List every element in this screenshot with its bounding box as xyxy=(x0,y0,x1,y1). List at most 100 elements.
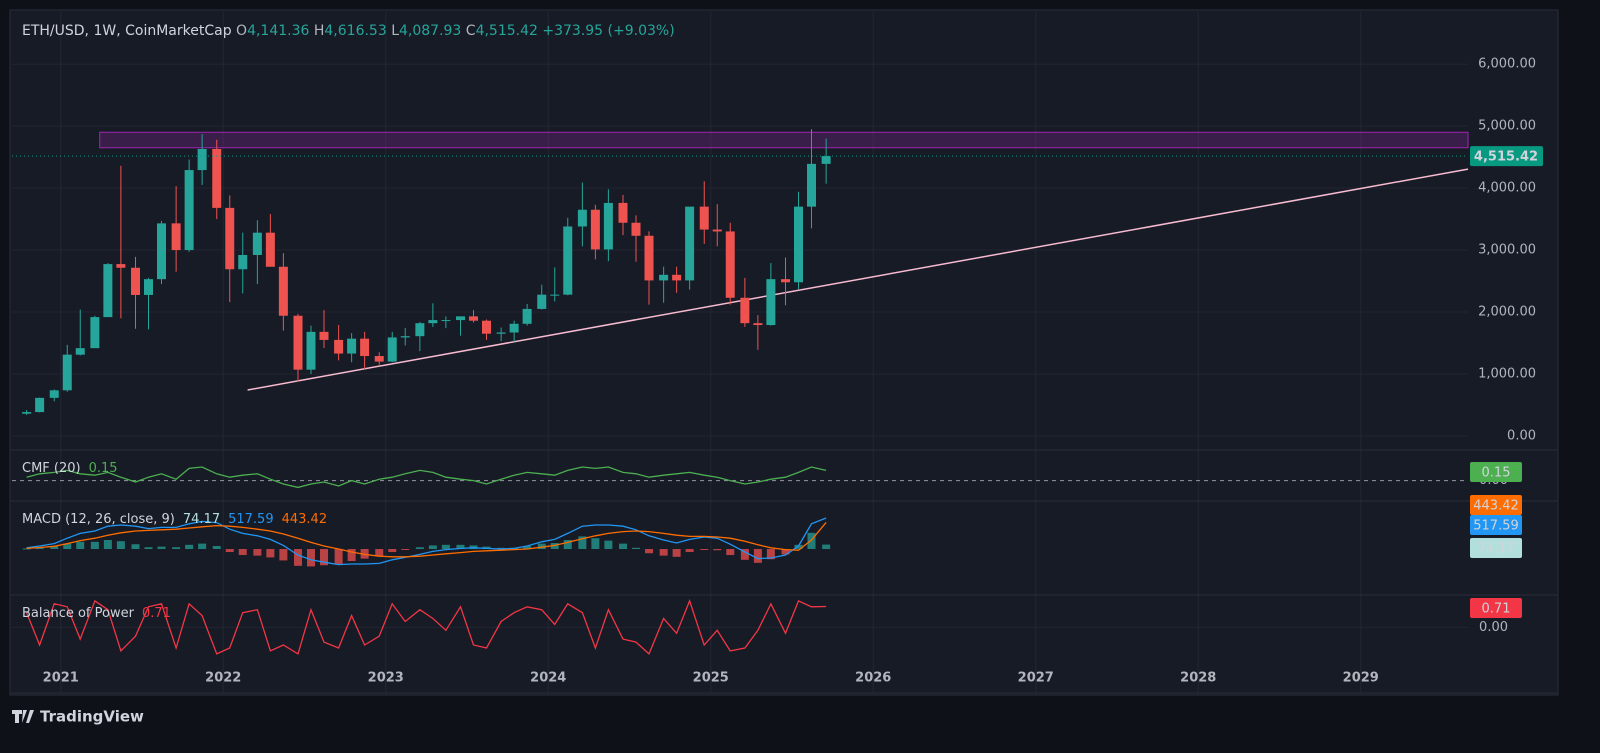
x-tick-label: 2021 xyxy=(43,671,79,686)
histogram-bar xyxy=(578,536,587,550)
symbol: ETH/USD, 1W, CoinMarketCap xyxy=(22,23,232,39)
histogram-bar xyxy=(35,547,44,550)
candle-body xyxy=(306,331,316,370)
histogram-bar xyxy=(90,541,99,550)
y-tick-label: 0.00 xyxy=(1507,428,1536,443)
value-label-box xyxy=(1470,538,1522,558)
x-tick-label: 2029 xyxy=(1343,671,1379,686)
candle-body xyxy=(537,294,547,309)
x-tick-label: 2024 xyxy=(530,671,566,686)
x-tick-label: 2028 xyxy=(1180,671,1216,686)
x-tick-label: 2025 xyxy=(693,671,729,686)
histogram-bar xyxy=(659,549,668,556)
histogram-bar xyxy=(76,541,85,550)
value-label: 74.17 xyxy=(1477,542,1514,557)
histogram-bar xyxy=(700,549,709,551)
indicator-line xyxy=(26,521,827,558)
candle-body xyxy=(469,316,478,321)
candle-body xyxy=(631,222,641,236)
histogram-bar xyxy=(103,540,112,550)
value-label: 0.15 xyxy=(1482,466,1511,481)
histogram-bar xyxy=(563,540,572,550)
indicator-line xyxy=(26,517,827,566)
histogram-bar xyxy=(523,546,532,550)
histogram-bar xyxy=(604,540,613,550)
histogram-bar xyxy=(415,547,424,550)
y-tick-label: 5,000.00 xyxy=(1478,119,1536,134)
candle-body xyxy=(672,274,682,281)
legend-value: 74.17 xyxy=(183,512,220,527)
histogram-bar xyxy=(172,547,181,550)
histogram-bar xyxy=(157,546,166,550)
x-tick-label: 2026 xyxy=(855,671,891,686)
candle-body xyxy=(75,348,85,355)
histogram-bar xyxy=(388,549,397,553)
last-price-label: 4,515.42 xyxy=(1474,150,1538,165)
candle-body xyxy=(577,209,587,227)
candle-body xyxy=(334,339,344,354)
histogram-bar xyxy=(144,547,153,550)
histogram-bar xyxy=(116,541,125,550)
y-tick-label: 1,000.00 xyxy=(1478,367,1536,382)
candle-body xyxy=(685,206,695,281)
candle-body xyxy=(766,279,776,326)
legend-value: 443.42 xyxy=(282,512,328,527)
logo: TradingView xyxy=(12,708,144,726)
histogram-bar xyxy=(50,546,59,550)
plot xyxy=(12,129,1469,656)
candle-body xyxy=(293,315,303,370)
open: 4,141.36 xyxy=(247,23,309,39)
candle-body xyxy=(725,231,735,298)
pane-title-text: Balance of Power xyxy=(22,606,135,621)
last-price-box xyxy=(1470,146,1543,167)
value-label: 0.71 xyxy=(1482,602,1511,617)
candle-body xyxy=(116,264,126,268)
candle-body xyxy=(644,235,654,281)
histogram-bar xyxy=(766,549,775,560)
value-label-box xyxy=(1470,598,1522,618)
candle-body xyxy=(441,320,451,322)
x-tick-label: 2022 xyxy=(205,671,241,686)
candle-body xyxy=(144,279,153,295)
candle-body xyxy=(374,356,384,362)
candle-body xyxy=(400,336,410,338)
candle-body xyxy=(821,156,831,164)
histogram-bar xyxy=(456,544,465,550)
value-label: 517.59 xyxy=(1473,519,1519,534)
candle-body xyxy=(171,223,181,251)
histogram-bar xyxy=(238,549,247,556)
histogram-bar xyxy=(441,544,450,550)
low-label: L xyxy=(391,23,399,39)
value-label-box xyxy=(1470,495,1522,515)
histogram-bar xyxy=(822,544,831,550)
candle-body xyxy=(103,264,113,318)
candle-body xyxy=(252,232,262,255)
candle-body xyxy=(781,279,790,283)
value-label: 443.42 xyxy=(1473,499,1519,514)
footer-brand: TradingView xyxy=(40,708,144,726)
close-label: C xyxy=(466,23,476,39)
change: +373.95 (+9.03%) xyxy=(542,23,674,39)
value-label-box xyxy=(1470,462,1522,482)
pane-title: Balance of Power 0.71 xyxy=(22,606,171,621)
candle-body xyxy=(563,226,573,295)
histogram-bar xyxy=(591,538,600,550)
candle-body xyxy=(212,148,222,208)
candle-body xyxy=(49,390,59,398)
histogram-bar xyxy=(131,544,140,550)
legend-value: 0.71 xyxy=(142,606,171,621)
candle-body xyxy=(794,206,803,283)
candle-body xyxy=(265,232,275,267)
candle-body xyxy=(347,338,357,354)
x-tick-label: 2023 xyxy=(368,671,404,686)
candle-body xyxy=(522,308,532,324)
candle-body xyxy=(35,397,45,413)
candle-body xyxy=(184,170,194,251)
grid xyxy=(12,12,1468,693)
header: ETH/USD, 1W, CoinMarketCap O4,141.36 H4,… xyxy=(22,23,675,39)
low: 4,087.93 xyxy=(399,23,461,39)
histogram-bar xyxy=(294,549,302,566)
open-label: O xyxy=(236,23,247,39)
logo-icon xyxy=(12,710,34,723)
